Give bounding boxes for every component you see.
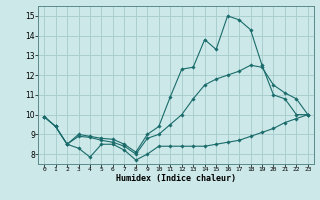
X-axis label: Humidex (Indice chaleur): Humidex (Indice chaleur) [116, 174, 236, 183]
